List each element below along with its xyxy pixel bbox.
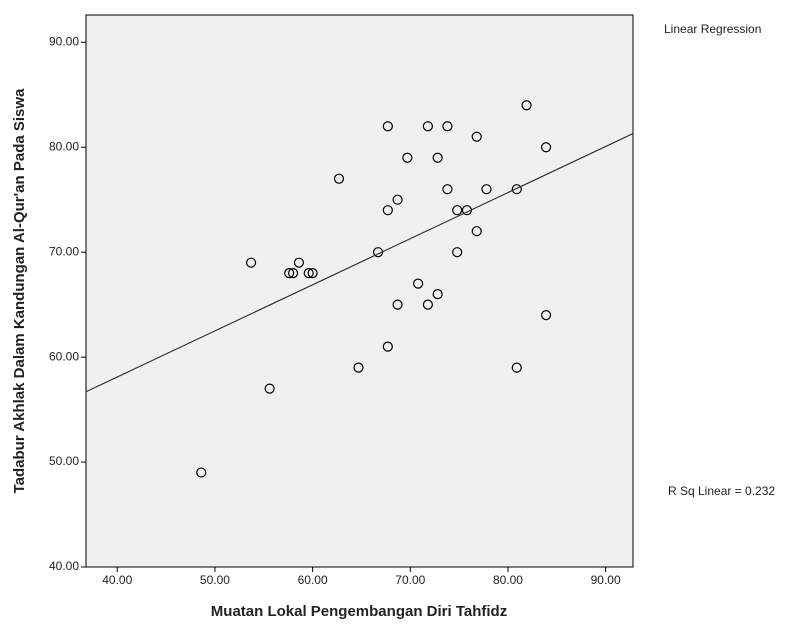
y-tick-label: 50.00 <box>49 454 79 468</box>
point <box>382 341 393 352</box>
point <box>511 362 522 373</box>
point <box>333 173 345 184</box>
point <box>284 268 295 279</box>
point <box>245 257 257 268</box>
point <box>452 205 463 216</box>
point <box>432 289 443 300</box>
point <box>442 184 453 195</box>
annotation: R Sq Linear = 0.232 <box>668 484 775 498</box>
y-axis-label: Tadabur Akhlak Dalam Kandungan Al-Qur'an… <box>11 88 28 493</box>
x-tick-label: 90.00 <box>591 573 621 587</box>
point <box>521 100 532 111</box>
x-tick-label: 70.00 <box>395 573 425 587</box>
point <box>422 299 433 310</box>
x-tick-label: 40.00 <box>102 573 132 587</box>
point <box>422 121 433 132</box>
legend-label: Linear Regression <box>664 22 761 36</box>
x-tick-label: 80.00 <box>493 573 523 587</box>
y-tick-label: 40.00 <box>49 559 79 573</box>
point <box>413 278 424 289</box>
point <box>392 194 403 205</box>
point <box>540 310 552 321</box>
point <box>303 268 314 279</box>
point <box>264 383 275 394</box>
point <box>540 142 552 153</box>
point <box>432 152 443 163</box>
point <box>471 131 482 142</box>
y-tick-label: 70.00 <box>49 244 79 258</box>
point <box>471 226 482 237</box>
point <box>511 184 522 195</box>
point <box>196 467 207 478</box>
point <box>353 362 364 373</box>
point <box>293 257 305 268</box>
point <box>382 205 393 216</box>
point <box>481 184 492 195</box>
regression-line <box>85 133 634 393</box>
point <box>452 247 463 258</box>
x-tick-label: 60.00 <box>298 573 328 587</box>
point <box>392 299 403 310</box>
point <box>442 121 453 132</box>
point <box>402 152 413 163</box>
x-tick-label: 50.00 <box>200 573 230 587</box>
point <box>287 268 299 279</box>
y-tick-label: 80.00 <box>49 139 79 153</box>
point <box>382 121 393 132</box>
point <box>307 268 318 279</box>
plot-area <box>85 14 634 568</box>
x-axis-label: Muatan Lokal Pengembangan Diri Tahfidz <box>211 603 507 620</box>
y-tick-label: 90.00 <box>49 34 79 48</box>
y-tick-label: 60.00 <box>49 349 79 363</box>
